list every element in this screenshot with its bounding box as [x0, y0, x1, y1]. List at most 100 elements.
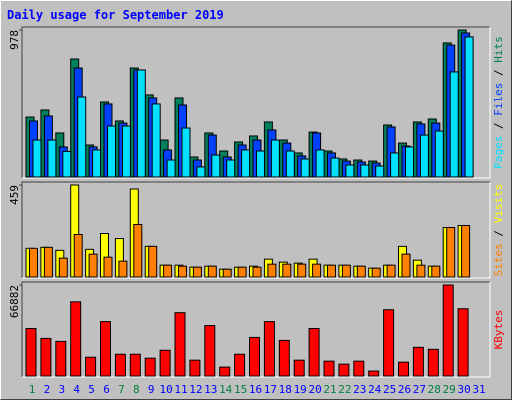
bar — [32, 139, 42, 178]
x-tick-label: 13 — [204, 383, 217, 396]
x-tick-label: 20 — [308, 383, 321, 396]
x-tick-label: 28 — [428, 383, 441, 396]
legend: Pages / Files / Hits — [492, 36, 505, 169]
x-tick-label: 21 — [323, 383, 336, 396]
bar — [398, 361, 409, 377]
bar — [375, 165, 385, 178]
bar — [464, 36, 474, 178]
panel-edge-light — [22, 282, 491, 378]
bar — [315, 149, 325, 178]
bar — [330, 157, 340, 178]
bar — [300, 158, 310, 178]
legend-entry: Files — [492, 83, 505, 116]
bar — [159, 349, 171, 377]
bar — [431, 265, 441, 278]
bar — [285, 150, 295, 178]
bar — [174, 312, 186, 377]
bar — [192, 266, 202, 278]
bar — [222, 268, 232, 278]
x-tick-label: 10 — [159, 383, 172, 396]
bar — [353, 360, 365, 377]
x-tick-label: 5 — [88, 383, 95, 396]
bar — [29, 247, 38, 278]
bar — [308, 328, 320, 377]
bar — [151, 103, 161, 178]
bar — [434, 130, 444, 178]
panel-edge-dark — [21, 281, 490, 377]
bar — [256, 150, 265, 178]
bar — [226, 159, 236, 178]
bar — [178, 265, 187, 278]
bar — [356, 265, 366, 278]
x-tick-label: 16 — [249, 383, 262, 396]
bar — [40, 337, 52, 377]
x-tick-label: 14 — [219, 383, 233, 396]
bar — [189, 359, 201, 377]
x-tick-label: 1 — [29, 383, 36, 396]
bar — [412, 346, 424, 377]
x-tick-label: 19 — [294, 383, 307, 396]
bar — [386, 264, 396, 278]
x-tick-label: 8 — [133, 383, 140, 396]
x-tick-label: 22 — [338, 383, 351, 396]
bar — [133, 223, 143, 278]
bar — [103, 256, 113, 278]
bar — [136, 69, 146, 178]
x-tick-label: 27 — [413, 383, 426, 396]
bar — [416, 264, 426, 278]
legend-entry: KBytes — [492, 310, 505, 350]
bar — [166, 159, 176, 178]
bar — [327, 264, 336, 278]
bar — [323, 360, 335, 377]
bar — [249, 336, 260, 377]
bar — [144, 357, 156, 377]
bar — [293, 359, 305, 377]
x-tick-label: 12 — [189, 383, 202, 396]
legend-separator: / — [492, 63, 505, 83]
bar — [77, 96, 87, 178]
bar — [181, 127, 191, 178]
legend-separator: / — [492, 116, 505, 136]
legend-entry: Pages — [492, 136, 505, 169]
bar — [211, 154, 221, 178]
y-tick-label: 978 — [8, 30, 21, 50]
x-tick-label: 29 — [443, 383, 456, 396]
x-tick-label: 15 — [234, 383, 247, 396]
bar — [360, 164, 370, 178]
bar — [297, 263, 307, 278]
bar — [419, 134, 429, 178]
bar — [92, 149, 102, 178]
y-tick-label: 459 — [8, 185, 21, 205]
bar — [148, 245, 158, 278]
bar — [270, 139, 280, 178]
bar — [118, 260, 128, 278]
bar — [345, 164, 355, 178]
bar — [43, 246, 53, 278]
bar — [62, 150, 72, 178]
bar — [88, 253, 98, 278]
bar — [341, 264, 351, 278]
bar — [73, 234, 83, 278]
x-tick-label: 18 — [279, 383, 292, 396]
bar — [267, 263, 277, 278]
bar — [107, 125, 116, 178]
bar — [70, 301, 82, 377]
legend-entry: Visits — [492, 184, 505, 224]
x-tick-label: 23 — [353, 383, 366, 396]
x-tick-label: 25 — [383, 383, 396, 396]
bar — [371, 267, 381, 278]
bar — [114, 353, 126, 377]
bar — [263, 321, 275, 377]
bar — [383, 309, 395, 377]
panel-edge-dark — [21, 26, 490, 178]
bar — [241, 149, 251, 178]
x-tick-label: 17 — [264, 383, 277, 396]
bar — [461, 224, 471, 278]
bar — [85, 356, 97, 377]
x-tick-label: 24 — [368, 383, 382, 396]
legend-entry: Hits — [492, 36, 505, 63]
bar — [237, 266, 247, 278]
bar — [278, 339, 290, 377]
bar — [163, 264, 173, 278]
